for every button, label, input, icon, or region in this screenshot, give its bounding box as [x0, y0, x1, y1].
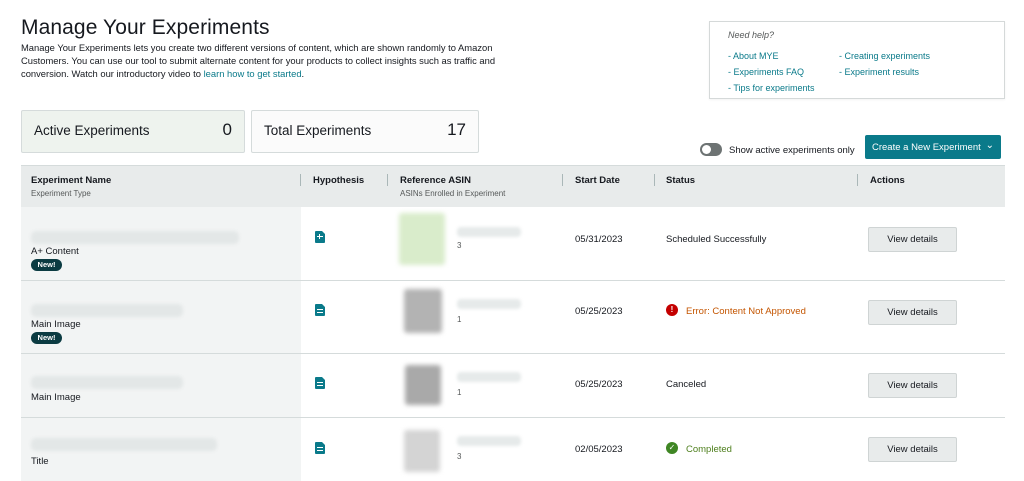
asin-redacted[interactable]	[457, 436, 521, 446]
start-date: 02/05/2023	[575, 444, 623, 455]
col-experiment-name-label: Experiment Name	[31, 175, 112, 186]
start-date: 05/25/2023	[575, 306, 623, 317]
column-divider	[857, 174, 858, 186]
help-links-right: - Creating experiments - Experiment resu…	[839, 48, 930, 80]
hypothesis-document-icon[interactable]	[315, 442, 325, 454]
intro-end: .	[301, 68, 305, 79]
status-text: Error: Content Not Approved	[686, 306, 806, 317]
help-title: Need help?	[728, 30, 775, 40]
active-experiments-label: Active Experiments	[34, 123, 150, 138]
experiment-type: Title	[31, 456, 49, 467]
status-text: Scheduled Successfully	[666, 234, 767, 245]
view-details-button[interactable]: View details	[868, 227, 957, 252]
chevron-down-icon[interactable]: ⌄	[985, 140, 994, 151]
error-icon: !	[666, 304, 678, 316]
table-row: A+ Content New! 3 05/31/2023 Scheduled S…	[21, 207, 1005, 281]
view-details-button[interactable]: View details	[868, 373, 957, 398]
status-text: Canceled	[666, 379, 707, 390]
total-experiments-count: 17	[447, 120, 466, 139]
intro-body: Manage Your Experiments lets you create …	[21, 42, 496, 79]
experiment-name-cell: Title	[21, 418, 301, 481]
total-experiments-label: Total Experiments	[264, 123, 372, 138]
active-experiments-card: Active Experiments 0	[21, 110, 245, 153]
experiment-type: A+ Content	[31, 246, 79, 257]
start-date: 05/25/2023	[575, 379, 623, 390]
help-link-about-mye[interactable]: - About MYE	[728, 51, 779, 61]
hypothesis-document-icon[interactable]	[315, 377, 325, 389]
experiment-name-redacted[interactable]	[31, 231, 239, 244]
column-divider	[654, 174, 655, 186]
product-thumbnail	[404, 289, 442, 333]
view-details-button[interactable]: View details	[868, 437, 957, 462]
active-only-toggle-label: Show active experiments only	[729, 145, 855, 156]
status-text: Completed	[686, 444, 732, 455]
product-thumbnail	[399, 213, 445, 265]
col-start-date[interactable]: Start Date	[575, 175, 620, 186]
help-link-experiment-results[interactable]: - Experiment results	[839, 67, 920, 77]
experiment-name-redacted[interactable]	[31, 304, 183, 317]
create-experiment-label: Create a New Experiment	[872, 142, 981, 153]
help-link-tips[interactable]: - Tips for experiments	[728, 83, 815, 93]
asin-count: 3	[457, 241, 462, 250]
experiment-name-cell: A+ Content New!	[21, 207, 301, 280]
table-row: Main Image 1 05/25/2023 Canceled View de…	[21, 354, 1005, 418]
table-header: Experiment Name Experiment Type Hypothes…	[21, 165, 1005, 207]
asin-redacted[interactable]	[457, 227, 521, 237]
page-title: Manage Your Experiments	[21, 16, 270, 39]
column-divider	[562, 174, 563, 186]
column-divider	[300, 174, 301, 186]
col-asins-enrolled-label: ASINs Enrolled in Experiment	[400, 189, 506, 198]
toggle-knob	[702, 145, 711, 154]
table-row: Main Image New! 1 05/25/2023 ! Error: Co…	[21, 281, 1005, 354]
check-circle-icon: ✓	[666, 442, 678, 454]
col-reference-asin-label: Reference ASIN	[400, 175, 471, 186]
asin-count: 3	[457, 452, 462, 461]
col-experiment-type-label: Experiment Type	[31, 189, 91, 198]
intro-text: Manage Your Experiments lets you create …	[21, 41, 521, 80]
col-experiment-name[interactable]: Experiment Name Experiment Type	[31, 175, 111, 198]
total-experiments-card: Total Experiments 17	[251, 110, 479, 153]
experiment-name-redacted[interactable]	[31, 376, 183, 389]
create-experiment-button[interactable]: Create a New Experiment ⌄	[865, 135, 1001, 159]
asin-count: 1	[457, 388, 462, 397]
col-reference-asin[interactable]: Reference ASIN ASINs Enrolled in Experim…	[400, 175, 505, 198]
new-badge: New!	[31, 332, 62, 344]
start-date: 05/31/2023	[575, 234, 623, 245]
help-box: Need help? - About MYE - Experiments FAQ…	[709, 21, 1005, 99]
view-details-button[interactable]: View details	[868, 300, 957, 325]
asin-redacted[interactable]	[457, 299, 521, 309]
hypothesis-add-icon[interactable]	[315, 231, 325, 243]
col-status[interactable]: Status	[666, 175, 696, 186]
learn-how-link[interactable]: learn how to get started	[203, 68, 302, 79]
experiment-type: Main Image	[31, 319, 81, 330]
help-link-experiments-faq[interactable]: - Experiments FAQ	[728, 67, 805, 77]
help-link-creating-experiments[interactable]: - Creating experiments	[839, 51, 931, 61]
experiment-type: Main Image	[31, 392, 81, 403]
col-actions: Actions	[870, 175, 905, 186]
col-hypothesis[interactable]: Hypothesis	[313, 175, 365, 186]
active-experiments-count: 0	[222, 120, 232, 139]
product-thumbnail	[404, 430, 440, 472]
column-divider	[387, 174, 388, 186]
hypothesis-document-icon[interactable]	[315, 304, 325, 316]
asin-count: 1	[457, 315, 462, 324]
asin-redacted[interactable]	[457, 372, 521, 382]
product-thumbnail	[405, 365, 441, 405]
new-badge: New!	[31, 259, 62, 271]
help-links-left: - About MYE - Experiments FAQ - Tips for…	[728, 48, 815, 96]
experiment-name-cell: Main Image New!	[21, 281, 301, 353]
experiment-name-cell: Main Image	[21, 354, 301, 417]
table-row: Title 3 02/05/2023 ✓ Completed View deta…	[21, 418, 1005, 481]
experiment-name-redacted[interactable]	[31, 438, 217, 451]
active-only-toggle[interactable]	[700, 143, 722, 156]
